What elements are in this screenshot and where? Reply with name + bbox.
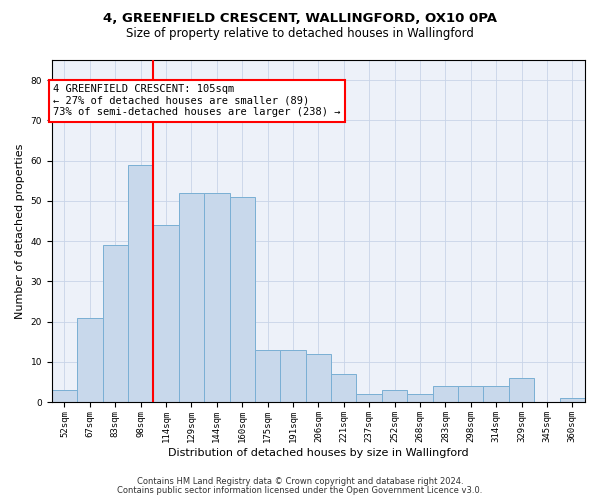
Bar	[509, 378, 534, 402]
Bar	[179, 193, 204, 402]
Text: 4, GREENFIELD CRESCENT, WALLINGFORD, OX10 0PA: 4, GREENFIELD CRESCENT, WALLINGFORD, OX1…	[103, 12, 497, 26]
Y-axis label: Number of detached properties: Number of detached properties	[15, 144, 25, 318]
Bar	[128, 164, 154, 402]
Bar	[305, 354, 331, 402]
Text: Contains HM Land Registry data © Crown copyright and database right 2024.: Contains HM Land Registry data © Crown c…	[137, 477, 463, 486]
Bar	[433, 386, 458, 402]
Bar	[280, 350, 305, 402]
Text: Size of property relative to detached houses in Wallingford: Size of property relative to detached ho…	[126, 28, 474, 40]
X-axis label: Distribution of detached houses by size in Wallingford: Distribution of detached houses by size …	[168, 448, 469, 458]
Bar	[52, 390, 77, 402]
Bar	[230, 197, 255, 402]
Bar	[560, 398, 585, 402]
Bar	[154, 225, 179, 402]
Bar	[77, 318, 103, 402]
Bar	[204, 193, 230, 402]
Bar	[103, 245, 128, 402]
Bar	[255, 350, 280, 402]
Bar	[356, 394, 382, 402]
Bar	[458, 386, 484, 402]
Bar	[484, 386, 509, 402]
Bar	[331, 374, 356, 402]
Bar	[407, 394, 433, 402]
Bar	[382, 390, 407, 402]
Text: 4 GREENFIELD CRESCENT: 105sqm
← 27% of detached houses are smaller (89)
73% of s: 4 GREENFIELD CRESCENT: 105sqm ← 27% of d…	[53, 84, 341, 117]
Text: Contains public sector information licensed under the Open Government Licence v3: Contains public sector information licen…	[118, 486, 482, 495]
